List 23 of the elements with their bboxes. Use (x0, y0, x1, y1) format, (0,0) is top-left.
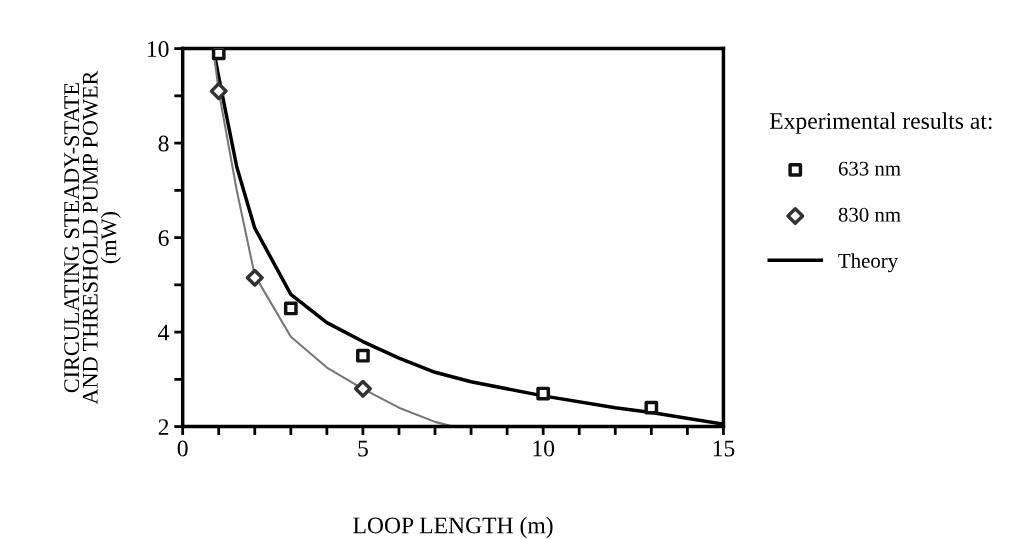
x-tick-label: 0 (177, 440, 188, 457)
y-tick-label: 4 (158, 324, 170, 341)
x-tick-label: 15 (713, 440, 735, 457)
legend-label: 633 nm (838, 161, 901, 176)
point (353, 379, 372, 398)
point (536, 386, 551, 401)
point (644, 400, 659, 415)
point (209, 82, 228, 101)
point (211, 48, 226, 61)
legend-label: Theory (838, 253, 899, 273)
y-tick-label: 6 (158, 230, 169, 247)
point (356, 348, 370, 363)
y-tick-label: 10 (147, 41, 169, 58)
point (245, 268, 264, 287)
y-axis-title: CIRCULATING STEADY-STATE AND THRESHOLD PUMP POWER (mW) (64, 70, 121, 405)
point (283, 301, 298, 316)
x-tick-label: 10 (533, 440, 555, 457)
y-tick-label: 8 (158, 135, 169, 152)
legend-title: Experimental results at: (769, 112, 992, 134)
x-axis-title: LOOP LENGTH (m) (353, 516, 553, 539)
y-tick-label: 2 (158, 419, 169, 435)
x-tick-label: 5 (358, 440, 368, 457)
legend-label: 830 nm (838, 207, 901, 222)
